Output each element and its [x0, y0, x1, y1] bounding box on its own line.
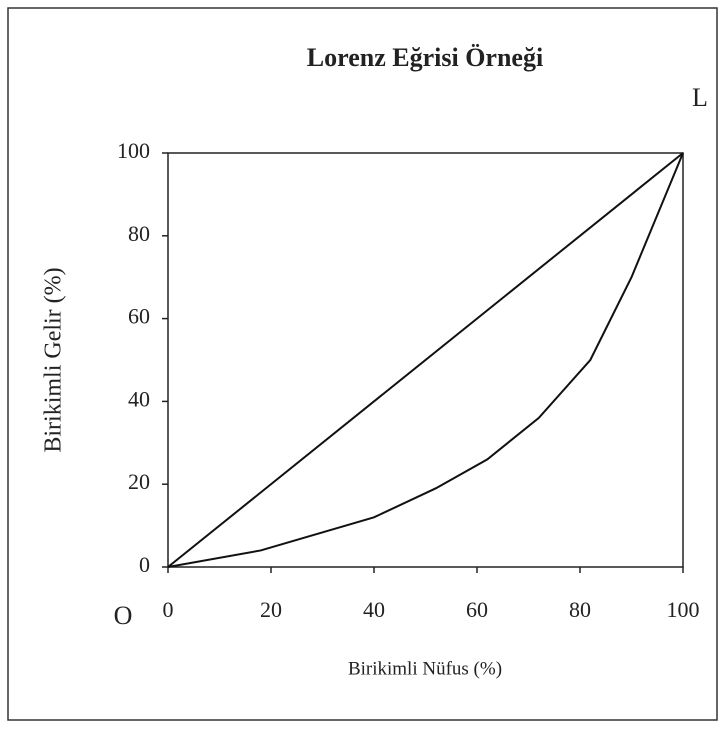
y-tick-label: 0	[139, 552, 150, 577]
x-tick-label: 20	[260, 597, 282, 622]
y-tick-label: 60	[128, 304, 150, 329]
x-tick-label: 0	[163, 597, 174, 622]
y-tick-label: 40	[128, 386, 150, 411]
y-tick-label: 20	[128, 469, 150, 494]
y-tick-label: 80	[128, 221, 150, 246]
x-tick-label: 60	[466, 597, 488, 622]
chart-title: Lorenz Eğrisi Örneği	[307, 43, 543, 72]
y-tick-label: 100	[117, 138, 150, 163]
line	[167, 152, 684, 568]
annotation: L	[692, 83, 708, 112]
line	[167, 152, 684, 568]
x-tick-label: 80	[569, 597, 591, 622]
y-axis-label: Birikimli Gelir (%)	[41, 267, 67, 452]
annotation: O	[114, 601, 133, 630]
x-axis-label: Birikimli Nüfus (%)	[348, 658, 502, 679]
frame	[7, 7, 718, 721]
x-tick-label: 40	[363, 597, 385, 622]
plot-area	[167, 152, 684, 568]
x-tick-label: 100	[667, 597, 700, 622]
